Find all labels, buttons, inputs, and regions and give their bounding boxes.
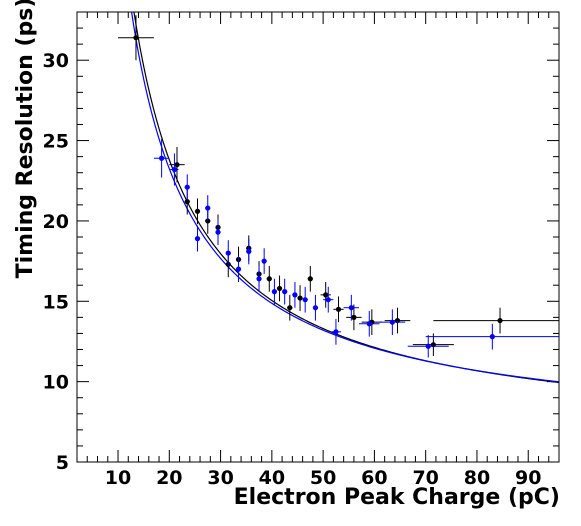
point-marker xyxy=(302,297,308,303)
data-point xyxy=(170,153,179,186)
y-tick-label: 10 xyxy=(43,372,69,394)
point-marker xyxy=(184,184,190,190)
data-point xyxy=(384,307,411,334)
point-marker xyxy=(159,155,165,161)
data-point xyxy=(235,256,242,282)
point-marker xyxy=(184,199,190,205)
point-marker xyxy=(256,276,262,282)
y-tick-label: 25 xyxy=(43,131,69,153)
data-point xyxy=(153,138,170,178)
x-tick-label: 30 xyxy=(207,467,233,489)
point-marker xyxy=(497,317,503,324)
data-point xyxy=(361,309,383,336)
point-marker xyxy=(276,285,283,292)
data-point xyxy=(276,275,283,302)
x-tick-label: 10 xyxy=(105,467,131,489)
data-point xyxy=(271,278,278,305)
data-point xyxy=(433,307,559,334)
x-tick-label: 60 xyxy=(361,467,387,489)
data-point xyxy=(246,238,252,265)
point-marker xyxy=(133,35,139,41)
x-tick-label: 20 xyxy=(156,467,182,489)
y-tick-label: 5 xyxy=(56,452,69,474)
data-point xyxy=(184,174,190,201)
data-point xyxy=(320,282,331,308)
data-point xyxy=(330,318,342,345)
point-marker xyxy=(282,289,288,295)
data-point xyxy=(307,265,313,292)
point-marker xyxy=(194,208,201,214)
y-tick-label: 15 xyxy=(43,291,69,313)
x-tick-label: 40 xyxy=(259,467,285,489)
point-marker xyxy=(205,205,211,211)
point-marker xyxy=(335,306,342,312)
data-point xyxy=(407,335,449,358)
point-marker xyxy=(246,248,252,255)
y-tick-label: 20 xyxy=(43,211,69,233)
point-marker xyxy=(215,229,221,235)
point-marker xyxy=(266,276,272,282)
data-point xyxy=(287,294,293,321)
data-point xyxy=(194,198,201,225)
point-marker xyxy=(287,305,293,311)
data-point xyxy=(169,147,185,183)
point-marker xyxy=(235,266,242,272)
data-point xyxy=(302,286,308,313)
fit-curve xyxy=(133,12,559,384)
data-point xyxy=(261,248,267,274)
point-marker xyxy=(366,321,372,327)
point-marker xyxy=(307,276,313,282)
point-marker xyxy=(312,305,319,311)
point-marker xyxy=(389,319,395,325)
data-point xyxy=(359,310,380,337)
data-point xyxy=(282,278,288,305)
point-marker xyxy=(351,314,357,320)
data-point xyxy=(343,294,360,321)
data-point xyxy=(194,225,201,252)
y-tick-label: 30 xyxy=(43,50,69,72)
point-marker xyxy=(297,295,303,301)
point-marker xyxy=(194,236,201,242)
point-marker xyxy=(489,334,495,340)
data-point xyxy=(379,309,406,336)
fit-curve xyxy=(130,12,559,383)
point-marker xyxy=(171,166,178,173)
plot-frame xyxy=(76,11,560,463)
x-axis-title: Electron Peak Charge (pC) xyxy=(234,485,560,510)
axis-ticks xyxy=(76,11,560,463)
y-axis-title: Timing Resolution (ps) xyxy=(13,0,38,278)
data-point xyxy=(292,282,298,308)
point-marker xyxy=(292,292,298,298)
x-tick-label: 70 xyxy=(412,467,438,489)
point-marker xyxy=(271,289,278,295)
data-point xyxy=(425,323,559,350)
data-point xyxy=(312,294,319,321)
point-marker xyxy=(174,162,180,168)
data-point xyxy=(266,265,272,292)
data-point xyxy=(118,15,154,61)
data-point xyxy=(205,195,211,221)
point-marker xyxy=(325,297,331,303)
data-point xyxy=(297,285,303,311)
data-point xyxy=(346,304,362,331)
data-point xyxy=(215,219,221,246)
point-marker xyxy=(323,292,329,298)
point-marker xyxy=(333,329,339,335)
point-marker xyxy=(348,305,354,311)
tick-labels: 10 20 30 40 50 60 70 80 90 5 10 15 20 25 30 xyxy=(43,50,542,489)
x-tick-label: 80 xyxy=(464,467,490,489)
fit-curves xyxy=(130,12,559,384)
data-point xyxy=(256,265,262,292)
point-marker xyxy=(425,343,431,349)
point-marker xyxy=(261,258,267,264)
data-points xyxy=(118,15,559,358)
point-marker xyxy=(225,250,231,256)
x-tick-label: 50 xyxy=(310,467,336,489)
data-point xyxy=(225,240,231,266)
data-point xyxy=(323,286,334,313)
x-tick-label: 90 xyxy=(515,467,541,489)
data-point xyxy=(333,296,344,323)
